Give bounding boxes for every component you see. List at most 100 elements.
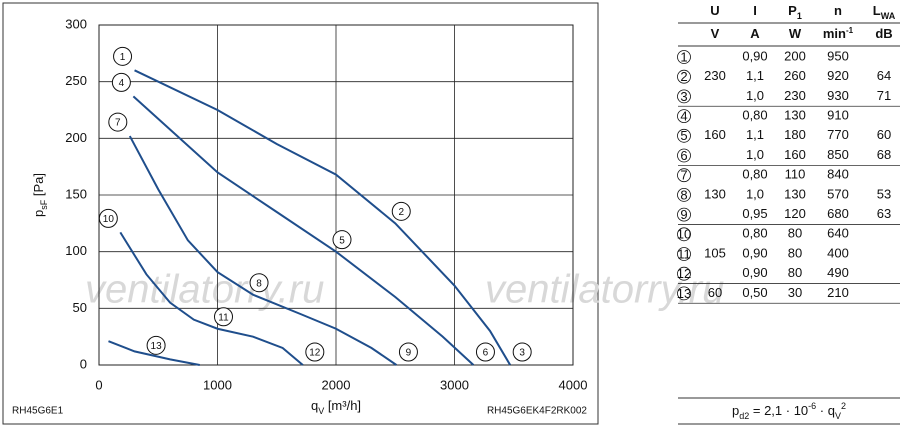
curve-marker bbox=[146, 335, 166, 355]
y-tick-label: 150 bbox=[65, 186, 87, 201]
table-cell: 950 bbox=[827, 48, 849, 63]
table-cell: 840 bbox=[827, 167, 849, 182]
table-unit: V bbox=[711, 26, 720, 41]
text-part: W bbox=[789, 26, 802, 41]
row-number: 13 bbox=[677, 286, 691, 301]
table-cell: 71 bbox=[877, 88, 891, 103]
curve-label: 3 bbox=[519, 348, 525, 359]
text-part: min bbox=[823, 26, 846, 41]
text-part: -1 bbox=[846, 26, 854, 35]
table-cell: 1,1 bbox=[746, 68, 764, 83]
table-cell: 105 bbox=[704, 245, 726, 260]
table-cell: 80 bbox=[788, 226, 802, 241]
table-cell: 130 bbox=[704, 186, 726, 201]
row-marker bbox=[677, 266, 691, 281]
text-part: -6 bbox=[808, 401, 816, 411]
curve-label: 10 bbox=[103, 214, 115, 225]
table-cell: 0,80 bbox=[742, 167, 767, 182]
curve-label: 2 bbox=[398, 207, 404, 218]
table-cell: 230 bbox=[704, 68, 726, 83]
table-header: I bbox=[753, 3, 757, 18]
row-number: 9 bbox=[680, 207, 687, 222]
row-number: 6 bbox=[680, 148, 687, 163]
text-part: sF bbox=[39, 199, 49, 210]
row-marker bbox=[677, 128, 691, 143]
curve-label: 13 bbox=[151, 341, 163, 352]
y-tick-label: 200 bbox=[65, 130, 87, 145]
table-cell: 64 bbox=[877, 68, 891, 83]
table-cell: 1,1 bbox=[746, 127, 764, 142]
curve-marker bbox=[391, 201, 411, 221]
table-cell: 930 bbox=[827, 88, 849, 103]
table-cell: 210 bbox=[827, 285, 849, 300]
table-cell: 80 bbox=[788, 245, 802, 260]
row-marker bbox=[677, 69, 691, 84]
text-part: p bbox=[732, 403, 739, 418]
text-part: A bbox=[750, 26, 760, 41]
x-axis-label: qV [m³/h] bbox=[311, 398, 361, 416]
row-number: 12 bbox=[677, 266, 691, 281]
text-part: V bbox=[318, 406, 324, 416]
text-part: L bbox=[873, 3, 881, 18]
text-part: n bbox=[834, 3, 842, 18]
table-cell: 1,0 bbox=[746, 186, 764, 201]
table-unit: min-1 bbox=[823, 26, 854, 42]
table-cell: 1,0 bbox=[746, 147, 764, 162]
text-part: · q bbox=[816, 403, 835, 418]
table-cell: 770 bbox=[827, 127, 849, 142]
text-part: 2 bbox=[841, 401, 846, 411]
plot-frame bbox=[98, 24, 574, 366]
text-part: d2 bbox=[739, 411, 749, 421]
curve-marker bbox=[249, 273, 269, 293]
curve-marker bbox=[475, 342, 495, 362]
table-cell: 0,90 bbox=[742, 265, 767, 280]
table-cell: 680 bbox=[827, 206, 849, 221]
y-tick-label: 100 bbox=[65, 243, 87, 258]
x-tick-label: 4000 bbox=[559, 377, 588, 392]
row-marker bbox=[677, 286, 691, 301]
table-cell: 130 bbox=[784, 186, 806, 201]
curve-marker bbox=[108, 112, 128, 132]
curve-label: 9 bbox=[406, 348, 412, 359]
row-number: 2 bbox=[680, 69, 687, 84]
table-cell: 0,80 bbox=[742, 108, 767, 123]
text-part: p bbox=[31, 210, 46, 217]
curve-marker bbox=[214, 307, 233, 327]
row-marker bbox=[677, 168, 691, 183]
row-marker bbox=[677, 50, 691, 64]
table-cell: 160 bbox=[784, 147, 806, 162]
text-part: [Pa] bbox=[31, 173, 46, 200]
text-part: [m³/h] bbox=[324, 398, 361, 413]
row-number: 11 bbox=[677, 246, 691, 261]
table-cell: 920 bbox=[827, 68, 849, 83]
text-part: I bbox=[753, 3, 757, 18]
curve-label: 7 bbox=[115, 118, 121, 129]
row-marker bbox=[677, 247, 691, 261]
table-cell: 640 bbox=[827, 226, 849, 241]
curve-marker bbox=[512, 342, 532, 362]
curve-label: 1 bbox=[120, 52, 126, 63]
table-unit: W bbox=[789, 26, 802, 41]
table-cell: 490 bbox=[827, 265, 849, 280]
row-marker bbox=[677, 109, 691, 123]
text-part: 1 bbox=[797, 11, 802, 21]
table-cell: 200 bbox=[784, 48, 806, 63]
text-part: = 2,1 · 10 bbox=[749, 403, 808, 418]
y-tick-label: 50 bbox=[73, 300, 87, 315]
table-cell: 230 bbox=[784, 88, 806, 103]
text-part: WA bbox=[881, 11, 896, 21]
table-cell: 63 bbox=[877, 206, 891, 221]
curve bbox=[119, 231, 304, 366]
table-cell: 400 bbox=[827, 245, 849, 260]
formula: pd2 = 2,1 · 10-6 · qV2 bbox=[732, 401, 846, 421]
row-marker bbox=[677, 89, 691, 104]
text-part: V bbox=[711, 26, 720, 41]
x-tick-label: 0 bbox=[95, 377, 102, 392]
table-cell: 0,50 bbox=[742, 285, 767, 300]
y-axis-label: psF [Pa] bbox=[31, 173, 49, 217]
row-number: 4 bbox=[680, 109, 687, 124]
table-cell: 110 bbox=[785, 167, 806, 182]
curve bbox=[132, 95, 475, 366]
model-note: RH45G6EK4F2RK002 bbox=[487, 406, 587, 417]
